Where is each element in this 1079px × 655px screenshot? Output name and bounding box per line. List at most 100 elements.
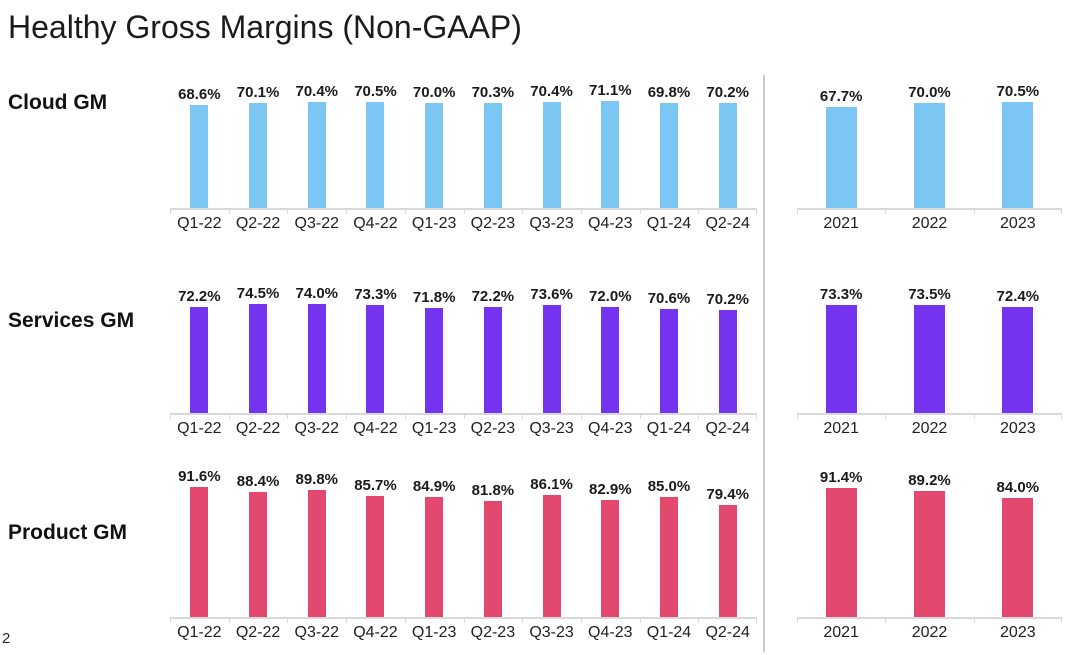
value-label: 71.1% xyxy=(589,82,632,100)
chart-row-product: Product GM 91.6% 88.4% 89.8% 85.7% 84.9% 81.8… xyxy=(0,459,1079,642)
bar xyxy=(718,102,737,208)
bar xyxy=(249,491,268,617)
category-label: 2022 xyxy=(885,415,973,438)
value-label: 70.1% xyxy=(236,83,280,101)
bar xyxy=(718,310,737,413)
x-axis-labels: 2021 2022 2023 xyxy=(797,619,1063,642)
category-label: Q2-22 xyxy=(228,619,288,642)
chart-row-cloud: Cloud GM 68.6% 70.1% 70.4% 70.5% 70.0% 70.3% 7… xyxy=(0,75,1079,233)
bar xyxy=(249,102,268,208)
value-label: 72.4% xyxy=(996,287,1040,305)
bar xyxy=(1002,102,1034,208)
bar-column: 71.8% xyxy=(405,289,464,413)
bar-column: 73.5% xyxy=(885,286,973,413)
category-label: Q2-24 xyxy=(698,210,757,233)
category-label: Q3-23 xyxy=(522,619,581,642)
value-label: 89.8% xyxy=(295,470,339,488)
category-label: Q3-22 xyxy=(287,210,346,233)
bar xyxy=(659,309,678,413)
value-label: 91.6% xyxy=(178,468,221,486)
category-label: 2023 xyxy=(973,619,1063,642)
category-label: Q4-23 xyxy=(580,210,640,233)
bar-column: 68.6% xyxy=(170,86,229,208)
bar-column: 72.4% xyxy=(974,288,1062,413)
section-divider xyxy=(763,75,765,652)
annual-plot-area: 67.7% 70.0% 70.5% xyxy=(797,75,1062,210)
bar xyxy=(483,307,502,413)
value-label: 73.6% xyxy=(530,286,573,303)
bar xyxy=(825,106,857,208)
category-label: Q1-23 xyxy=(404,210,464,233)
bar xyxy=(249,303,268,413)
category-label: Q2-22 xyxy=(228,415,288,438)
bar-column: 70.2% xyxy=(698,84,757,208)
category-label: 2023 xyxy=(973,210,1063,233)
value-label: 67.7% xyxy=(819,87,863,105)
value-label: 70.4% xyxy=(295,83,339,101)
value-label: 79.4% xyxy=(706,485,749,503)
category-label: Q4-22 xyxy=(346,210,405,233)
bar xyxy=(825,305,857,413)
category-label: 2021 xyxy=(797,210,885,233)
category-label: Q3-23 xyxy=(522,210,581,233)
category-label: Q1-22 xyxy=(170,415,229,438)
value-label: 72.2% xyxy=(178,288,221,306)
category-label: 2021 xyxy=(797,415,885,438)
bar xyxy=(913,490,945,617)
value-label: 74.5% xyxy=(236,284,280,302)
bar-column: 91.4% xyxy=(797,469,885,617)
bar-column: 70.6% xyxy=(640,290,699,413)
services-charts: 72.2% 74.5% 74.0% 73.3% 71.8% 72.2% 73.6% 72.0%… xyxy=(170,280,1063,438)
bar xyxy=(483,501,502,617)
category-label: Q4-23 xyxy=(580,619,640,642)
value-label: 70.5% xyxy=(354,83,397,101)
bar-column: 73.3% xyxy=(346,286,405,413)
bar xyxy=(1002,498,1034,617)
bar-column: 82.9% xyxy=(581,481,640,617)
value-label: 71.8% xyxy=(412,288,456,306)
product-quarterly-chart: 91.6% 88.4% 89.8% 85.7% 84.9% 81.8% 86.1% 82.9%… xyxy=(170,459,757,642)
page-number: 2 xyxy=(2,630,11,647)
cloud-quarterly-chart: 68.6% 70.1% 70.4% 70.5% 70.0% 70.3% 70.4% 71.1%… xyxy=(170,75,757,233)
services-quarterly-chart: 72.2% 74.5% 74.0% 73.3% 71.8% 72.2% 73.6% 72.0%… xyxy=(170,280,757,438)
cloud-charts: 68.6% 70.1% 70.4% 70.5% 70.0% 70.3% 70.4% 71.1%… xyxy=(170,75,1063,233)
product-charts: 91.6% 88.4% 89.8% 85.7% 84.9% 81.8% 86.1% 82.9%… xyxy=(170,459,1063,642)
category-label: 2023 xyxy=(973,415,1063,438)
chart-row-services: Services GM 72.2% 74.5% 74.0% 73.3% 71.8% 72.… xyxy=(0,280,1079,438)
bar-column: 70.5% xyxy=(346,83,405,208)
x-axis-labels: Q1-22 Q2-22 Q3-22 Q4-22 Q1-23 Q2-23 Q3-23 Q4-23… xyxy=(170,415,757,438)
bar xyxy=(659,496,678,617)
category-label: Q2-23 xyxy=(463,210,523,233)
value-label: 70.3% xyxy=(471,83,515,101)
bar xyxy=(366,495,385,617)
bar-column: 84.0% xyxy=(974,479,1062,617)
bar xyxy=(601,307,620,413)
value-label: 81.8% xyxy=(471,482,515,500)
value-label: 88.4% xyxy=(236,472,280,490)
bar xyxy=(307,304,326,413)
services-annual-chart: 73.3% 73.5% 72.4% 2021 2022 2023 xyxy=(797,280,1063,438)
value-label: 86.1% xyxy=(530,476,573,494)
page-title: Healthy Gross Margins (Non-GAAP) xyxy=(8,9,522,45)
bar-column: 85.7% xyxy=(346,477,405,617)
bar-column: 70.2% xyxy=(698,291,757,413)
bar-column: 88.4% xyxy=(229,473,288,617)
category-label: Q1-22 xyxy=(170,210,229,233)
value-label: 84.9% xyxy=(412,477,456,495)
value-label: 70.2% xyxy=(706,291,749,308)
bar xyxy=(825,487,857,617)
value-label: 85.7% xyxy=(354,476,397,494)
bar-column: 86.1% xyxy=(522,476,581,617)
bar-column: 79.4% xyxy=(698,486,757,617)
bar-column: 72.0% xyxy=(581,288,640,413)
bar xyxy=(718,504,737,617)
category-label: Q2-23 xyxy=(463,619,523,642)
bar xyxy=(601,499,620,617)
bar xyxy=(425,496,444,617)
row-label-product: Product GM xyxy=(8,521,127,544)
bar xyxy=(913,103,945,208)
bar xyxy=(366,305,385,413)
bar xyxy=(190,105,209,208)
category-label: Q4-22 xyxy=(346,415,405,438)
row-label-cloud: Cloud GM xyxy=(8,91,108,114)
